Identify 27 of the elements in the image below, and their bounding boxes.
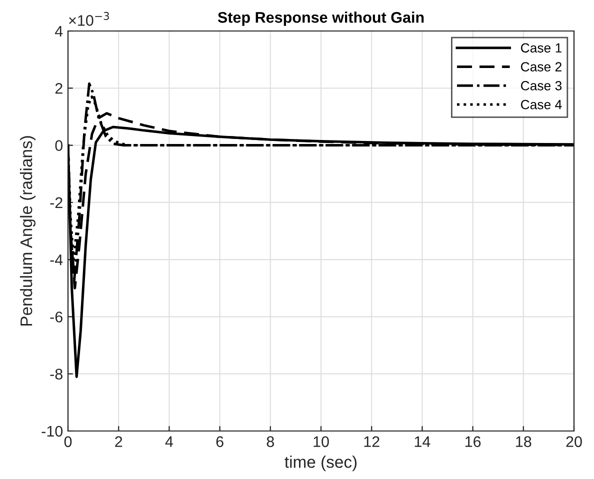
y-tick-label: -2	[50, 197, 62, 208]
legend-label: Case 1	[520, 43, 562, 53]
x-tick-label: 18	[516, 436, 532, 448]
x-axis-title: time (sec)	[284, 456, 357, 472]
y-tick-label: -10	[42, 426, 63, 437]
x-tick-label: 12	[364, 436, 380, 447]
legend-label: Case 3	[520, 81, 562, 90]
x-tick-label: 16	[465, 436, 481, 448]
chart-title: Step Response without Gain	[218, 12, 424, 26]
x-tick-label: 2	[115, 436, 122, 447]
y-axis-title: Pendulum Angle (radians)	[20, 136, 36, 326]
x-tick-label: 14	[414, 436, 430, 447]
legend-label: Case 2	[520, 62, 562, 72]
y-tick-label: -8	[50, 368, 62, 380]
y-tick-label: 4	[54, 26, 63, 37]
legend-label: Case 4	[520, 100, 562, 110]
x-tick-label: 10	[314, 436, 329, 448]
x-tick-label: 6	[216, 436, 224, 448]
x-tick-label: 0	[64, 436, 72, 448]
x-tick-label: 8	[266, 436, 274, 448]
y-tick-label: -4	[50, 254, 63, 266]
y-tick-label: -6	[50, 312, 62, 322]
y-tick-label: 0	[55, 140, 63, 151]
x-tick-label: 4	[165, 436, 173, 447]
text: ×10$^{−3}$	[69, 12, 109, 26]
y-tick-label: 2	[55, 83, 62, 94]
x-tick-label: 20	[566, 436, 582, 448]
